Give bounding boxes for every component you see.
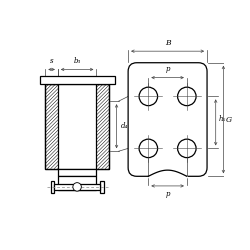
Text: d₄: d₄ (121, 122, 128, 130)
Text: B: B (165, 39, 170, 47)
Bar (58, 176, 96, 190)
Bar (54, 184, 100, 190)
Bar (50, 181, 54, 193)
Circle shape (178, 139, 196, 158)
Circle shape (139, 139, 158, 158)
Text: p: p (165, 190, 170, 198)
Bar (100, 181, 104, 193)
Bar (96, 84, 109, 168)
Text: b₃: b₃ (74, 57, 81, 65)
Text: s: s (50, 57, 54, 65)
Bar (40, 76, 115, 84)
Circle shape (73, 183, 81, 191)
Bar (45, 84, 58, 168)
Bar (58, 168, 96, 176)
Circle shape (139, 87, 158, 106)
FancyBboxPatch shape (128, 63, 207, 176)
Text: G: G (226, 116, 232, 124)
Text: p: p (165, 66, 170, 74)
Bar (45, 84, 109, 168)
Text: h₅: h₅ (218, 114, 226, 122)
Circle shape (178, 87, 196, 106)
